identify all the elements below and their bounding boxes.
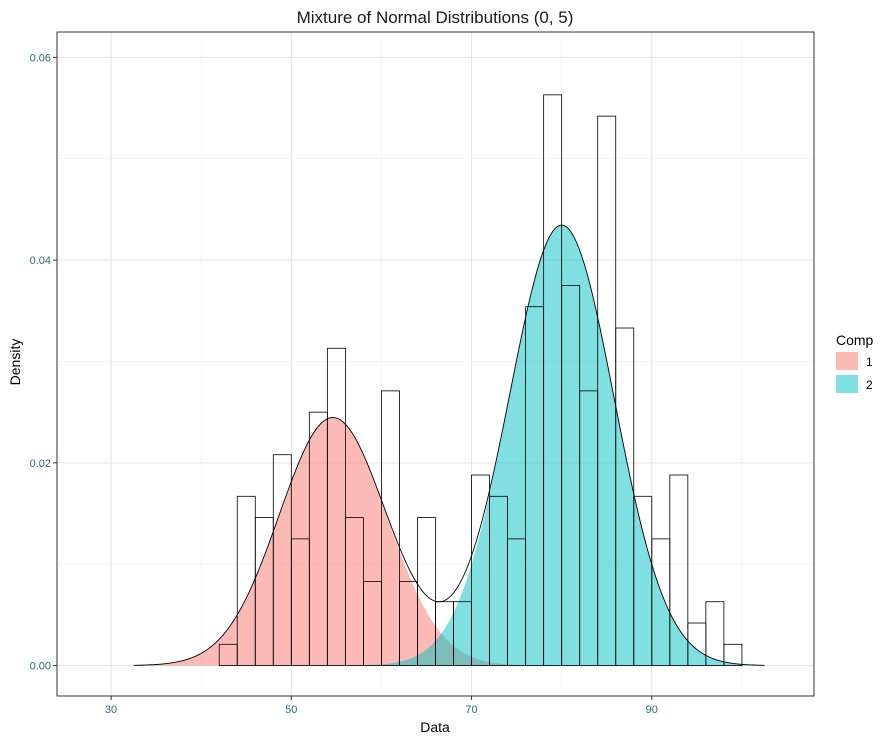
y-axis: 0.00 0.02 0.04 0.06 [30, 52, 57, 673]
y-axis-title: Density [7, 339, 23, 386]
x-tick-label: 30 [105, 704, 117, 716]
legend-key-2 [836, 375, 858, 393]
x-axis-title: Data [420, 719, 450, 735]
x-axis: 30 50 70 90 [105, 696, 658, 716]
legend-key-1 [836, 352, 858, 370]
y-tick-label: 0.04 [30, 255, 51, 267]
histogram-bar [723, 643, 743, 666]
histogram-bar [326, 347, 346, 666]
x-tick-label: 70 [465, 704, 477, 716]
plot-panel [56, 31, 815, 697]
panel-border [56, 31, 815, 697]
chart-title: Mixture of Normal Distributions (0, 5) [297, 8, 574, 27]
histogram-bar [381, 390, 400, 666]
legend: Comp 12 [836, 332, 874, 393]
mixture-density-line [133, 224, 765, 666]
histogram-bars [218, 94, 743, 666]
histogram-bar [669, 474, 689, 666]
y-tick-label: 0.02 [30, 458, 51, 470]
legend-label-1: 1 [866, 355, 873, 369]
legend-entries: 12 [836, 352, 873, 393]
x-tick-label: 50 [285, 704, 297, 716]
histogram-bar [705, 601, 725, 666]
y-tick-label: 0.00 [30, 661, 51, 673]
x-tick-label: 90 [646, 704, 658, 716]
legend-label-2: 2 [866, 378, 873, 392]
y-tick-label: 0.06 [30, 52, 51, 64]
histogram-bar [417, 517, 436, 666]
component-2-area [133, 225, 765, 666]
legend-title: Comp [836, 332, 874, 348]
